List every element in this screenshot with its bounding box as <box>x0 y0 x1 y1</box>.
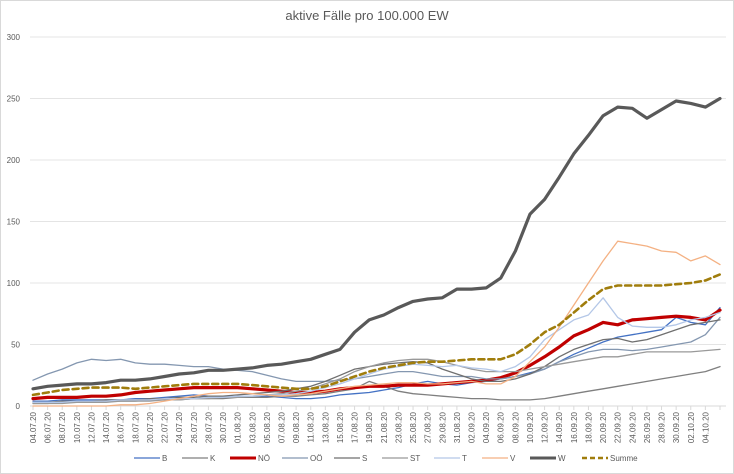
x-tick-label: 27.08.20 <box>424 411 433 443</box>
y-axis: 0 50 100 150 200 250 300 <box>7 33 21 411</box>
x-tick-label: 24.07.20 <box>175 411 184 443</box>
x-tick-label: 22.09.20 <box>614 411 623 443</box>
legend-label: NÖ <box>258 454 270 463</box>
x-tick-label: 16.07.20 <box>117 411 126 443</box>
x-tick-label: 20.07.20 <box>146 411 155 443</box>
series-line-oö <box>32 316 721 383</box>
series-line-summe <box>31 273 722 397</box>
x-tick-label: 23.08.20 <box>394 411 403 443</box>
x-tick-label: 06.09.20 <box>497 411 506 443</box>
x-tick-label: 02.10.20 <box>687 411 696 443</box>
x-tick-label: 08.07.20 <box>58 411 67 443</box>
x-tick-label: 11.08.20 <box>307 411 316 442</box>
x-tick-label: 30.07.20 <box>219 411 228 443</box>
x-tick-label: 03.08.20 <box>248 411 257 443</box>
y-tick-label: 150 <box>7 218 21 227</box>
x-tick-label: 19.08.20 <box>365 411 374 443</box>
legend: B K NÖ OÖ S ST T V W Summe <box>134 454 638 463</box>
y-tick-label: 100 <box>7 279 21 288</box>
x-tick-label: 20.09.20 <box>599 411 608 443</box>
y-tick-label: 250 <box>7 95 21 104</box>
legend-label: K <box>210 454 216 463</box>
x-axis: 04.07.20 06.07.20 08.07.20 10.07.20 12.07.20… <box>29 406 721 443</box>
x-tick-label: 04.10.20 <box>701 411 710 443</box>
x-tick-label: 08.09.20 <box>511 411 520 443</box>
x-tick-label: 30.09.20 <box>672 411 681 443</box>
x-tick-label: 07.08.20 <box>277 411 286 443</box>
x-tick-label: 15.08.20 <box>336 411 345 443</box>
x-tick-label: 18.09.20 <box>584 411 593 443</box>
x-tick-label: 26.09.20 <box>643 411 652 443</box>
chart-title: aktive Fälle pro 100.000 EW <box>285 8 449 23</box>
x-tick-label: 06.07.20 <box>44 411 53 443</box>
x-tick-label: 29.08.20 <box>438 411 447 443</box>
x-tick-label: 12.09.20 <box>541 411 550 443</box>
series-line-v <box>32 240 721 407</box>
x-tick-label: 28.09.20 <box>658 411 667 443</box>
x-tick-label: 26.07.20 <box>190 411 199 443</box>
x-tick-label: 28.07.20 <box>204 411 213 443</box>
x-tick-label: 17.08.20 <box>351 411 360 443</box>
x-tick-label: 05.08.20 <box>263 411 272 443</box>
y-tick-label: 200 <box>7 156 21 165</box>
x-tick-label: 14.09.20 <box>555 411 564 443</box>
x-tick-label: 13.08.20 <box>321 411 330 443</box>
y-tick-label: 50 <box>11 341 20 350</box>
x-tick-label: 24.09.20 <box>628 411 637 443</box>
x-tick-label: 16.09.20 <box>570 411 579 443</box>
series-line-t <box>32 297 721 403</box>
series-line-nö <box>31 308 722 401</box>
x-tick-label: 14.07.20 <box>102 411 111 443</box>
legend-label: Summe <box>610 454 638 463</box>
legend-label: S <box>362 454 367 463</box>
x-tick-label: 10.07.20 <box>73 411 82 443</box>
series-line-w <box>31 96 722 391</box>
legend-label: B <box>162 454 167 463</box>
y-tick-label: 300 <box>7 33 21 42</box>
x-tick-label: 04.09.20 <box>482 411 491 443</box>
x-tick-label: 02.09.20 <box>468 411 477 443</box>
x-tick-label: 31.08.20 <box>453 411 462 443</box>
legend-label: V <box>510 454 516 463</box>
x-tick-label: 25.08.20 <box>409 411 418 443</box>
y-tick-label: 0 <box>16 402 21 411</box>
legend-label: W <box>558 454 566 463</box>
x-tick-label: 04.07.20 <box>29 411 38 443</box>
series-lines <box>31 96 722 407</box>
legend-label: ST <box>410 454 420 463</box>
x-tick-label: 22.07.20 <box>161 411 170 443</box>
legend-label: T <box>462 454 467 463</box>
series-line-st <box>32 348 721 405</box>
x-tick-label: 10.09.20 <box>526 411 535 443</box>
x-tick-label: 01.08.20 <box>234 411 243 443</box>
x-tick-label: 12.07.20 <box>87 411 96 443</box>
gridlines <box>30 36 726 407</box>
x-tick-label: 21.08.20 <box>380 411 389 443</box>
x-tick-label: 18.07.20 <box>131 411 140 443</box>
x-tick-label: 09.08.20 <box>292 411 301 443</box>
legend-label: OÖ <box>310 454 322 463</box>
